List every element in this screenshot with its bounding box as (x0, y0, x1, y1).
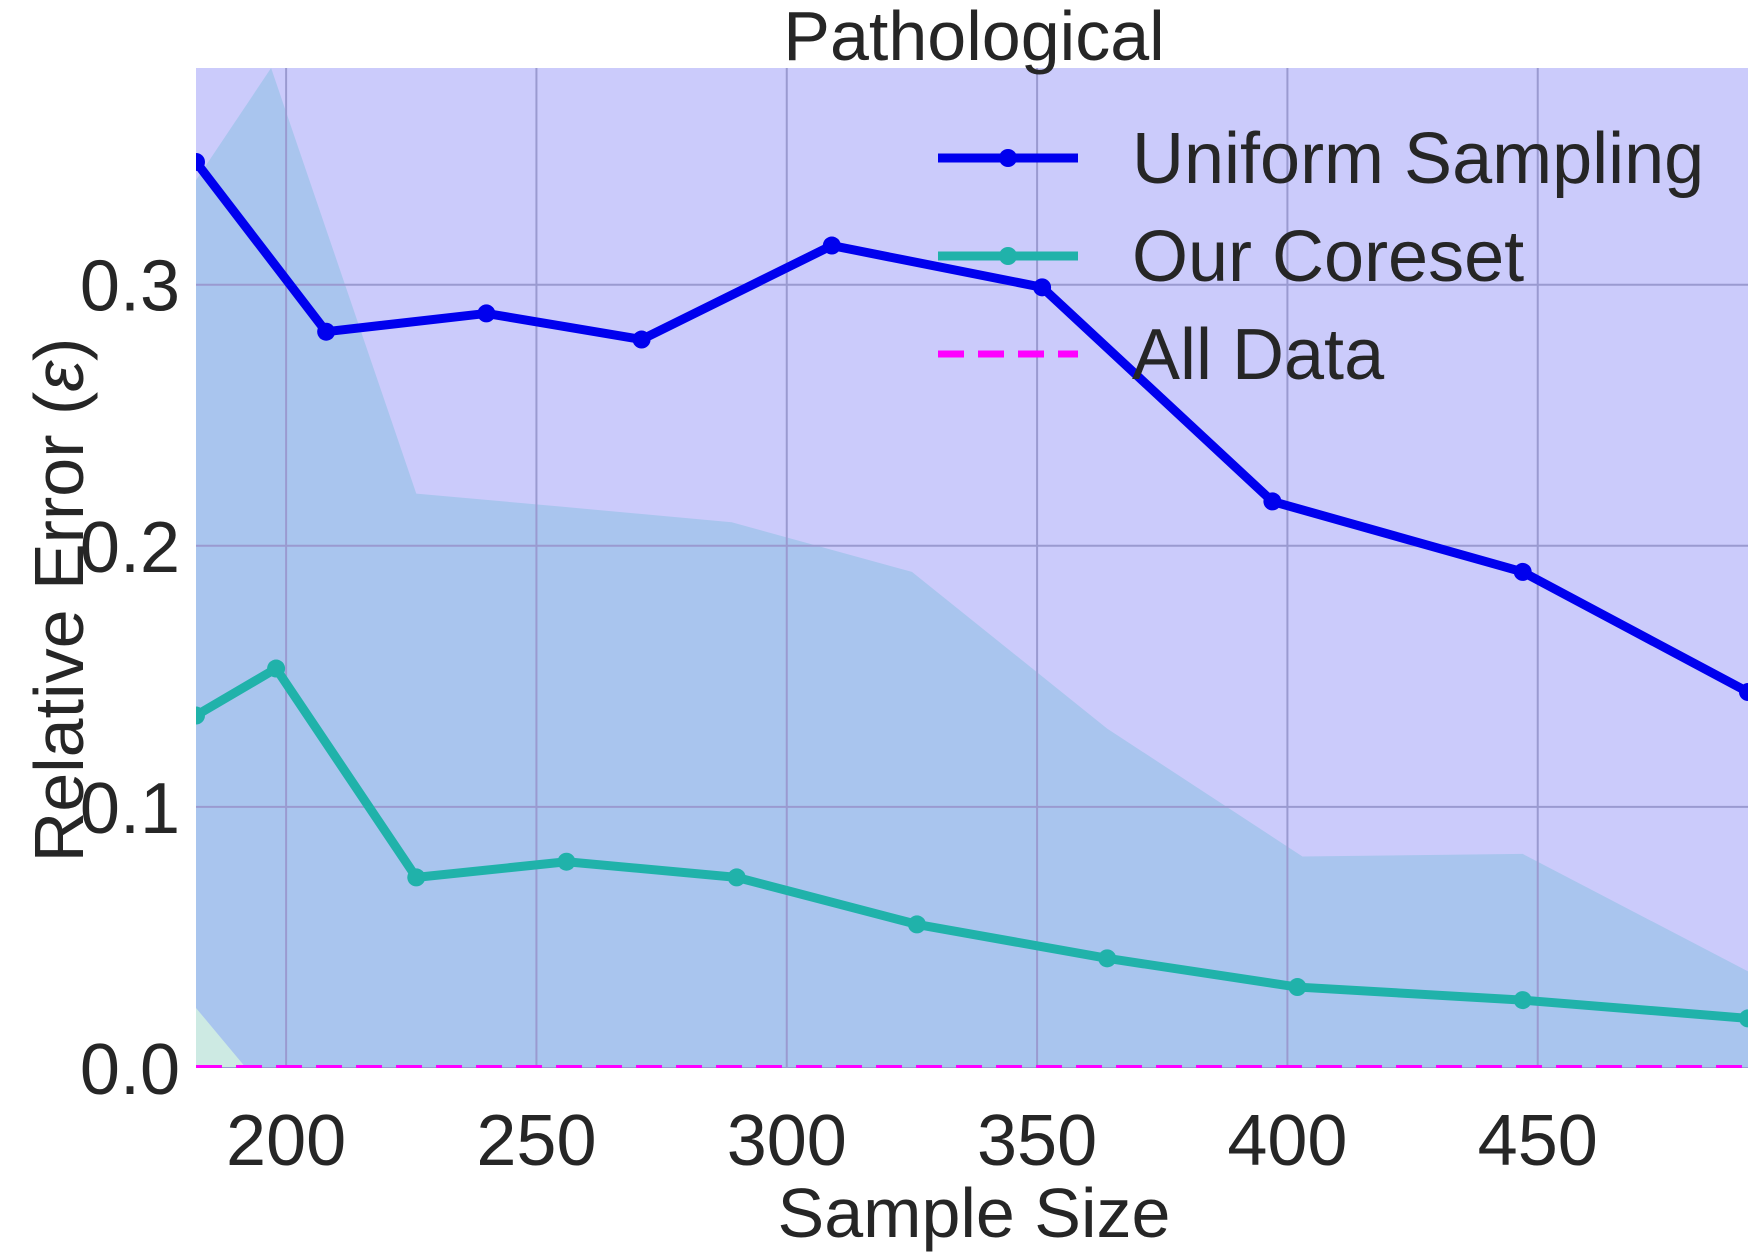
confidence-band-1 (196, 1007, 247, 1068)
confidence-band-0 (196, 68, 1748, 1068)
data-point (632, 330, 651, 349)
data-point (1739, 683, 1748, 702)
y-tick-label: 0.3 (80, 247, 180, 327)
x-axis-ticks: 200 250 300 350 400 450 (226, 1101, 1598, 1181)
data-point (477, 304, 496, 323)
data-point (557, 852, 576, 871)
x-tick-label: 400 (1227, 1101, 1347, 1181)
data-point (1098, 949, 1117, 968)
x-axis-label: Sample Size (778, 1174, 1171, 1252)
x-tick-label: 450 (1478, 1101, 1598, 1181)
x-tick-label: 250 (476, 1101, 596, 1181)
data-point (196, 706, 205, 725)
legend-label-1: Our Coreset (1132, 217, 1524, 297)
data-point (1513, 562, 1532, 581)
data-point (407, 868, 426, 887)
y-axis-ticks: 0.0 0.1 0.2 0.3 (80, 247, 180, 1110)
data-point (1513, 991, 1532, 1010)
data-point (1033, 278, 1052, 297)
legend-marker-0 (999, 149, 1017, 167)
data-point (1263, 492, 1282, 511)
legend-label-2: All Data (1132, 315, 1385, 395)
y-tick-label: 0.2 (80, 508, 180, 588)
x-tick-label: 350 (977, 1101, 1097, 1181)
data-point (1288, 978, 1307, 997)
plot-area (196, 68, 1748, 1068)
series-line-1 (196, 664, 1748, 1023)
data-point (907, 915, 926, 934)
y-axis-label: Relative Error (ε) (20, 338, 98, 863)
data-point (196, 152, 205, 171)
legend-marker-1 (999, 247, 1017, 265)
data-point (822, 236, 841, 255)
chart-title: Pathological (783, 0, 1164, 75)
y-tick-label: 0.1 (80, 769, 180, 849)
y-tick-label: 0.0 (80, 1030, 180, 1110)
x-tick-label: 200 (226, 1101, 346, 1181)
y-axis-label-symbol: ε (20, 360, 98, 392)
plot-clipped (196, 68, 1748, 1068)
y-axis-label-text: Relative Error ( (20, 392, 98, 863)
data-point (1739, 1009, 1748, 1028)
data-point (317, 322, 336, 341)
legend: Uniform Sampling Our Coreset All Data (938, 119, 1704, 395)
x-tick-label: 300 (727, 1101, 847, 1181)
y-axis-label-close: ) (20, 338, 98, 361)
legend-label-0: Uniform Sampling (1132, 119, 1704, 199)
data-point (727, 868, 746, 887)
data-point (267, 659, 286, 678)
